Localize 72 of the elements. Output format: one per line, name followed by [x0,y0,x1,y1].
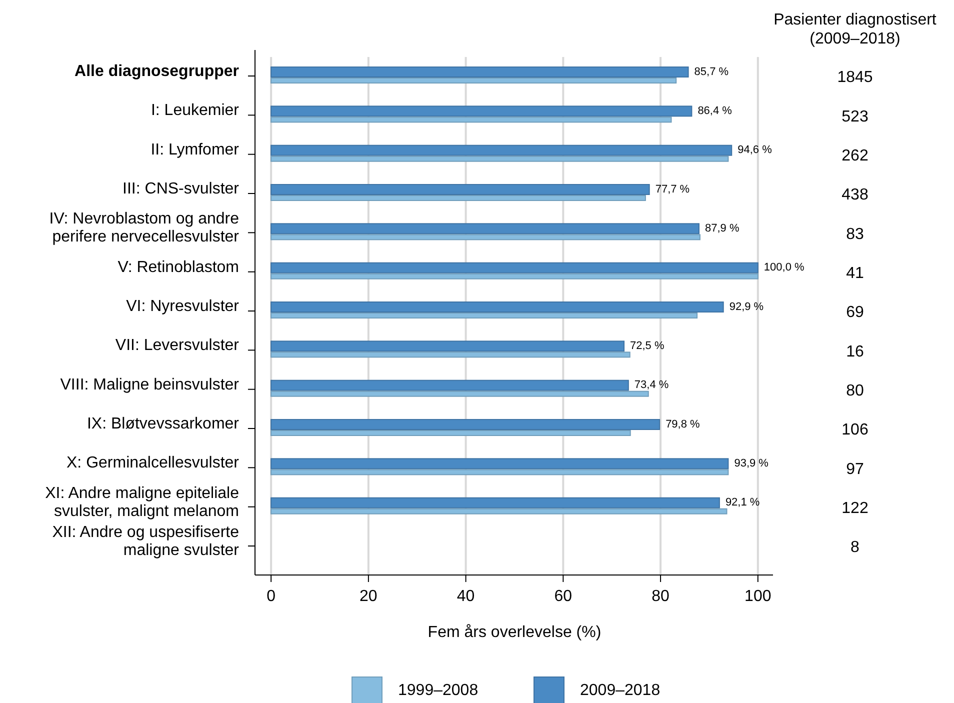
bar [270,262,758,274]
data-label: 92,1 % [725,496,760,509]
y2-tick-label: 8 [850,539,860,556]
bar [270,352,630,358]
data-label: 85,7 % [694,66,729,78]
y2-tick-label: 69 [846,304,864,322]
y2-tick-label: 83 [846,226,864,243]
x-axis-title: Fem års overlevelse (%) [428,624,602,641]
bar [270,302,724,312]
data-label: 92,9 % [729,300,764,313]
y2-tick-label: 41 [846,265,864,282]
data-label: 100,0 % [764,262,804,274]
bar [270,66,689,78]
bar [270,340,625,352]
data-label: 94,6 % [738,144,772,156]
bar [270,273,758,280]
legend-label: 2009–2018 [580,682,660,700]
y2-tick-label: 262 [842,148,868,165]
bar [270,458,729,470]
bar [270,106,692,117]
x-tick-label: 0 [266,588,276,605]
y-tick-label: II: Lymfomer [150,142,240,159]
data-label: 72,5 % [630,340,664,352]
y-tick-label: VII: Leversvulster [115,337,240,354]
y-tick-label: VI: Nyresvulster [126,298,240,316]
y-tick-label: I: Leukemier [150,102,240,120]
data-label: 79,8 % [666,418,700,430]
bar [270,380,629,391]
y-tick-label: X: Germinalcellesvulster [66,454,240,472]
bar [270,312,698,318]
bar [270,430,631,436]
data-label: 77,7 % [655,183,690,196]
x-tick-label: 80 [652,588,670,605]
bar [270,156,729,162]
bar [270,508,728,514]
bar [270,234,700,240]
data-label: 73,4 % [634,379,669,392]
y-tick-label: XII: Andre og uspesifiserte maligne svulster [52,524,240,560]
y-tick-label: III: CNS-svulster [122,180,240,198]
bar [270,390,649,397]
bar [270,144,732,156]
y-tick-label: IX: Bløtvevssarkomer [86,416,240,433]
data-label: 87,9 % [705,222,740,235]
y-tick-label: IV: Nevroblastom og andre perifere nervecellesvulster [49,210,240,246]
y2-tick-label: 523 [842,108,868,126]
y2-tick-label: 438 [842,186,868,204]
bar [270,469,729,476]
bar [270,184,650,195]
y2-axis-title: Pasienter diagnostisert (2009–2018) [774,12,937,48]
data-label: 93,9 % [734,458,769,470]
y2-tick-label: 106 [842,422,868,439]
bar [270,223,700,234]
y-tick-label: VIII: Maligne beinsvulster [60,376,240,394]
y2-tick-label: 97 [846,460,864,478]
x-tick-label: 100 [744,588,772,605]
y2-tick-label: 122 [842,500,868,518]
y2-tick-label: 1845 [837,69,873,86]
y2-tick-label: 16 [846,343,864,360]
y-tick-label: XI: Andre maligne epiteliale svulster, malignt melanom [45,485,240,520]
y-tick-label: Alle diagnosegrupper [74,63,239,80]
x-tick-label: 40 [456,588,475,605]
legend-label: 1999–2008 [398,682,478,700]
bar [270,497,720,508]
bar [270,116,672,123]
data-label: 86,4 % [698,105,732,118]
x-tick-label: 20 [360,588,378,605]
bar [270,78,677,84]
x-tick-label: 60 [554,588,572,605]
bar [270,419,660,430]
bar [270,195,646,201]
y-tick-label: V: Retinoblastom [118,259,239,276]
y2-tick-label: 80 [846,382,864,400]
